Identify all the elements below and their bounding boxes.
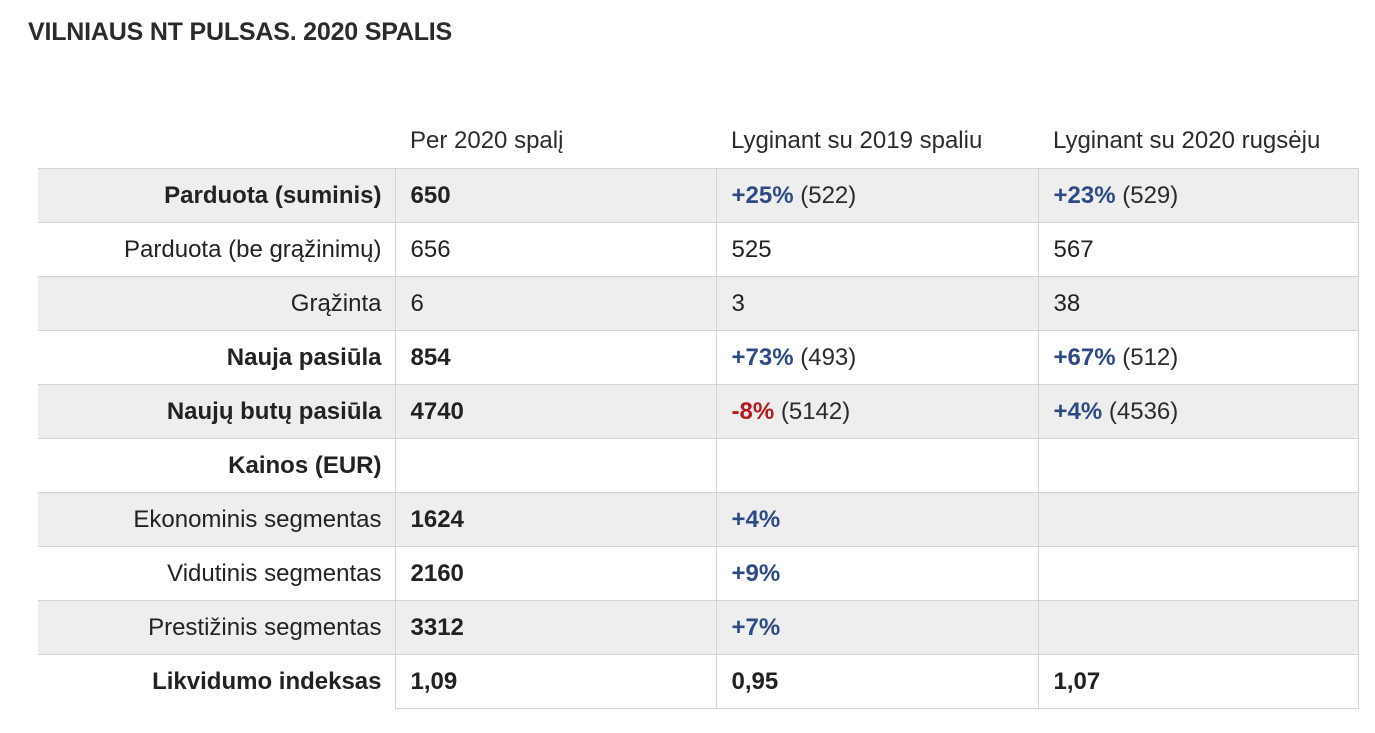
cell-vs-last-month: +4% (4536) <box>1038 384 1359 439</box>
row-label: Ekonominis segmentas <box>38 492 395 547</box>
previous-value: (5142) <box>780 397 851 425</box>
change-percent: +23% <box>1053 181 1116 209</box>
header-label-column <box>38 114 395 169</box>
cell-current-value: 1624 <box>394 492 717 547</box>
table-row: Likvidumo indeksas 1,09 0,95 1,07 <box>38 654 1359 709</box>
table-row: Parduota (suminis) 650 +25% (522) +23% (529… <box>38 168 1359 223</box>
change-percent: +7% <box>731 613 781 641</box>
header-vs-last-year: Lyginant su 2019 spaliu <box>716 114 1038 169</box>
table-row: Prestižinis segmentas 3312 +7% <box>38 600 1359 655</box>
cell-vs-last-year: +9% <box>716 546 1039 601</box>
cell-current-value: 854 <box>394 330 717 385</box>
cell-vs-last-year: -8% (5142) <box>716 384 1039 439</box>
row-label: Naujų butų pasiūla <box>38 384 395 439</box>
cell-current-value: 656 <box>394 222 717 277</box>
cell-vs-last-year: +7% <box>716 600 1039 655</box>
row-label: Parduota (suminis) <box>38 168 395 223</box>
cell-vs-last-month <box>1038 438 1359 493</box>
table-row: Kainos (EUR) <box>38 438 1359 493</box>
cell-vs-last-month: 38 <box>1038 276 1359 331</box>
row-label: Parduota (be grąžinimų) <box>38 222 395 277</box>
table-row: Vidutinis segmentas 2160 +9% <box>38 546 1359 601</box>
previous-value: (522) <box>800 181 857 209</box>
change-percent: +4% <box>731 505 781 533</box>
header-vs-last-month: Lyginant su 2020 rugsėju <box>1038 114 1358 169</box>
cell-vs-last-year: 525 <box>716 222 1039 277</box>
cell-vs-last-year: 3 <box>716 276 1039 331</box>
previous-value: (4536) <box>1108 397 1179 425</box>
cell-current-value: 3312 <box>394 600 717 655</box>
row-label: Grąžinta <box>38 276 395 331</box>
previous-value: (529) <box>1122 181 1179 209</box>
table-row: Nauja pasiūla 854 +73% (493) +67% (512) <box>38 330 1359 385</box>
cell-vs-last-year <box>716 438 1039 493</box>
row-label: Nauja pasiūla <box>38 330 395 385</box>
header-current-period: Per 2020 spalį <box>395 114 716 169</box>
row-label: Likvidumo indeksas <box>38 654 395 709</box>
previous-value: (512) <box>1122 343 1179 371</box>
change-percent: +67% <box>1053 343 1116 371</box>
cell-current-value: 4740 <box>394 384 717 439</box>
cell-vs-last-year: +25% (522) <box>716 168 1039 223</box>
previous-value: (493) <box>800 343 857 371</box>
change-percent: +4% <box>1053 397 1103 425</box>
cell-vs-last-month <box>1038 546 1359 601</box>
table-row: Ekonominis segmentas 1624 +4% <box>38 492 1359 547</box>
stats-table: Per 2020 spalį Lyginant su 2019 spaliu L… <box>38 114 1359 709</box>
cell-vs-last-month: 1,07 <box>1038 654 1359 709</box>
cell-vs-last-month: +67% (512) <box>1038 330 1359 385</box>
table-row: Grąžinta 6 3 38 <box>38 276 1359 331</box>
table-row: Parduota (be grąžinimų) 656 525 567 <box>38 222 1359 277</box>
cell-vs-last-month <box>1038 600 1359 655</box>
cell-vs-last-month: +23% (529) <box>1038 168 1359 223</box>
table-header-row: Per 2020 spalį Lyginant su 2019 spaliu L… <box>38 114 1358 169</box>
cell-vs-last-year: +4% <box>716 492 1039 547</box>
cell-current-value <box>394 438 717 493</box>
change-percent: +9% <box>731 559 781 587</box>
cell-current-value: 650 <box>394 168 717 223</box>
cell-vs-last-month <box>1038 492 1359 547</box>
change-percent: +25% <box>731 181 794 209</box>
row-label: Kainos (EUR) <box>38 438 395 493</box>
row-label: Prestižinis segmentas <box>38 600 395 655</box>
table-row: Naujų butų pasiūla 4740 -8% (5142) +4% (453… <box>38 384 1359 439</box>
cell-vs-last-month: 567 <box>1038 222 1359 277</box>
cell-vs-last-year: 0,95 <box>716 654 1039 709</box>
cell-current-value: 2160 <box>394 546 717 601</box>
change-percent: +73% <box>731 343 794 371</box>
cell-current-value: 1,09 <box>394 654 717 709</box>
change-percent: -8% <box>731 397 775 425</box>
cell-current-value: 6 <box>394 276 717 331</box>
cell-vs-last-year: +73% (493) <box>716 330 1039 385</box>
row-label: Vidutinis segmentas <box>38 546 395 601</box>
page-title: VILNIAUS NT PULSAS. 2020 SPALIS <box>28 18 452 46</box>
table-body: Parduota (suminis) 650 +25% (522) +23% (529… <box>38 168 1359 709</box>
